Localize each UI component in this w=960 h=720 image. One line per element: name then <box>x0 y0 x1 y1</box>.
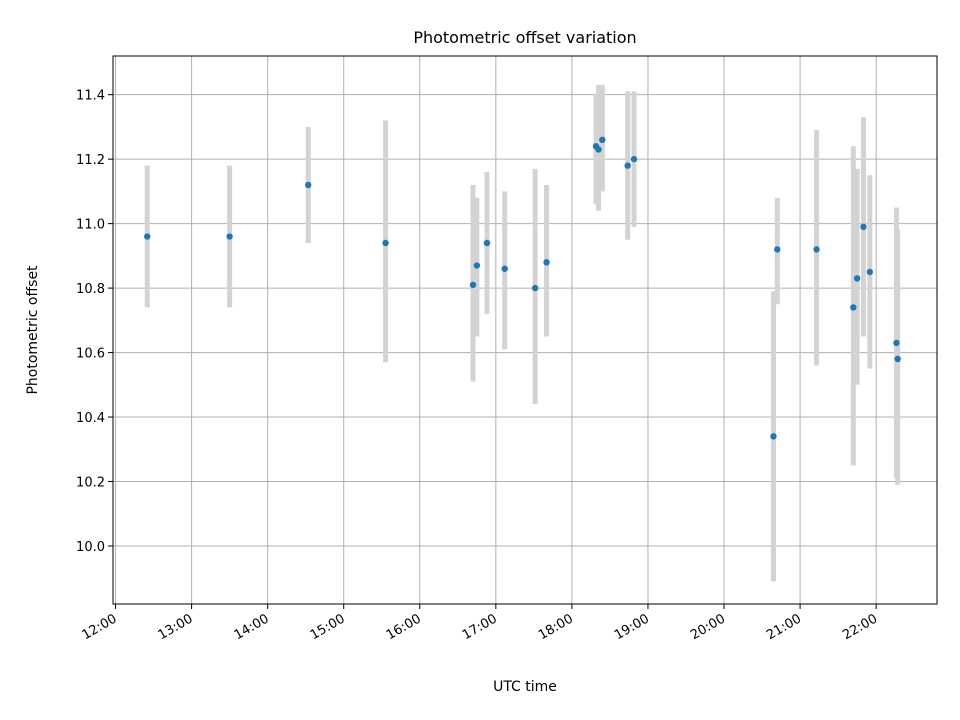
data-point <box>774 246 781 253</box>
data-point <box>382 239 389 247</box>
chart-title: Photometric offset variation <box>413 28 636 47</box>
data-point <box>860 223 867 231</box>
plot-area-frame <box>112 55 938 605</box>
data-points <box>144 136 901 440</box>
data-point <box>630 155 638 163</box>
data-point <box>501 265 508 272</box>
y-tick-label: 10.4 <box>76 411 105 426</box>
y-tick-label: 11.4 <box>76 89 105 104</box>
data-point <box>813 246 820 253</box>
data-point <box>599 136 606 144</box>
data-point <box>894 355 901 363</box>
data-point <box>595 146 602 153</box>
data-point <box>770 433 777 440</box>
data-point <box>473 262 481 269</box>
x-axis-label: UTC time <box>493 679 557 695</box>
grid <box>113 56 937 604</box>
data-point <box>483 239 491 247</box>
data-point <box>543 259 550 266</box>
data-point <box>531 284 539 292</box>
data-point <box>226 233 233 240</box>
data-point <box>624 162 631 169</box>
y-tick-label: 11.0 <box>76 218 105 233</box>
y-axis-label: Photometric offset <box>25 265 41 395</box>
data-point <box>144 233 151 240</box>
data-point <box>853 275 861 282</box>
data-point <box>469 281 477 289</box>
data-point <box>893 339 900 347</box>
data-point <box>305 181 312 189</box>
y-tick-label: 10.2 <box>76 476 105 491</box>
y-tick-label: 11.2 <box>76 153 105 168</box>
data-point <box>850 304 857 311</box>
data-point <box>866 268 874 276</box>
y-axis-ticks: 10.0 10.2 10.4 10.6 10.8 11.0 11.2 11.4 <box>76 89 113 555</box>
y-tick-label: 10.8 <box>76 282 105 297</box>
y-tick-label: 10.0 <box>76 540 105 555</box>
y-tick-label: 10.6 <box>76 347 105 362</box>
